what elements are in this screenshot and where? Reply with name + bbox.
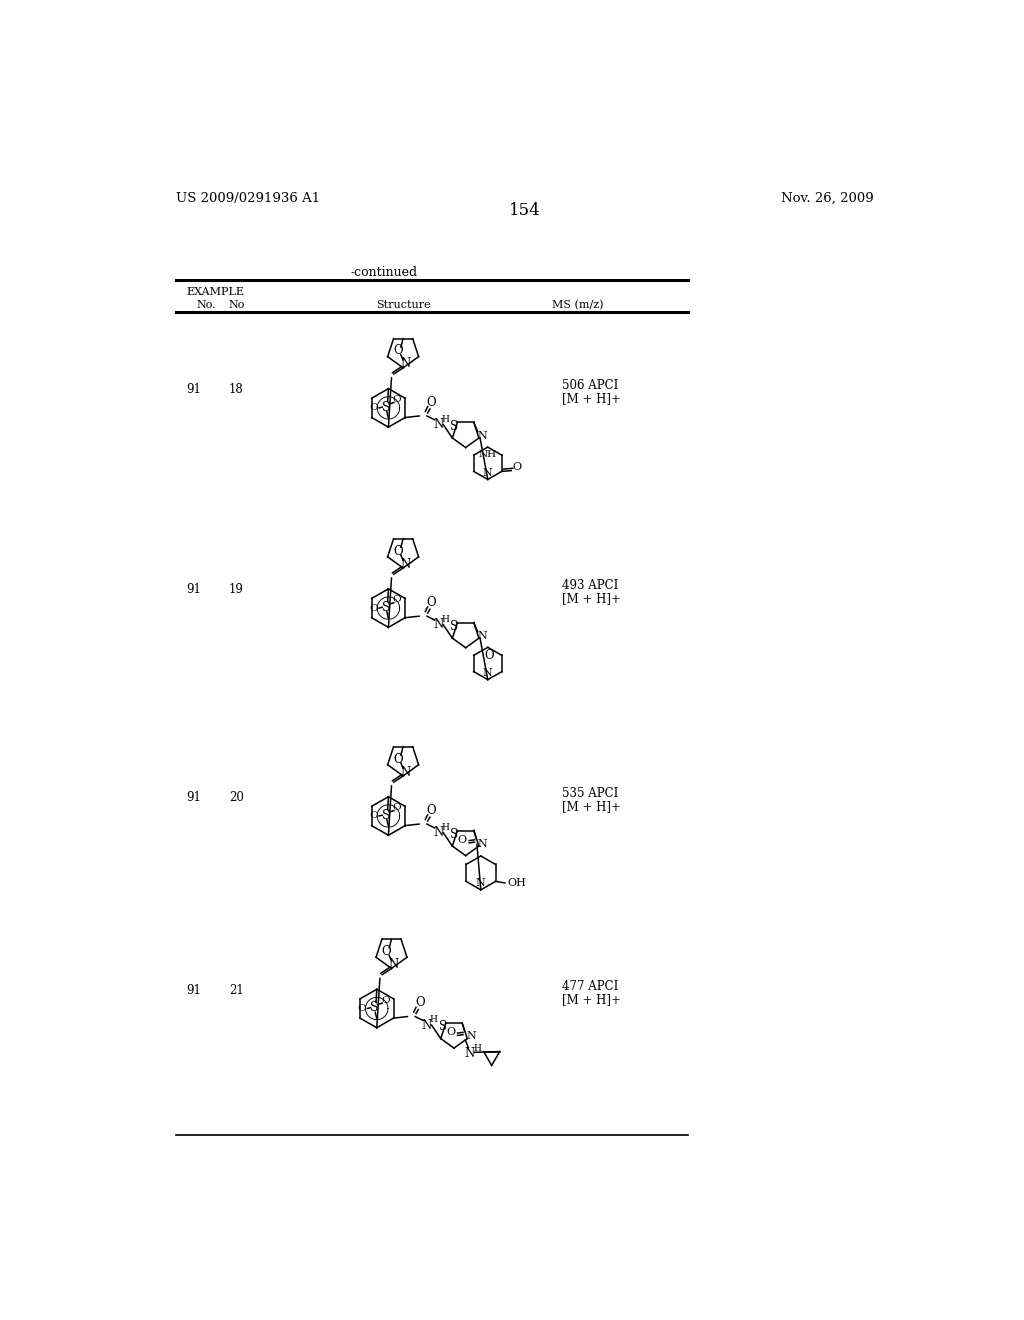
Text: No.: No.: [197, 300, 216, 310]
Text: Structure: Structure: [376, 300, 430, 310]
Text: O: O: [370, 404, 378, 412]
Text: S: S: [451, 828, 459, 841]
Text: O: O: [370, 603, 378, 612]
Text: N: N: [400, 358, 411, 371]
Text: N: N: [433, 826, 443, 840]
Text: O: O: [393, 752, 402, 766]
Text: 91: 91: [186, 583, 201, 597]
Text: S: S: [438, 1020, 446, 1034]
Text: N: N: [400, 557, 411, 570]
Text: Nov. 26, 2009: Nov. 26, 2009: [781, 191, 873, 205]
Text: O: O: [427, 595, 436, 609]
Text: N: N: [483, 668, 493, 677]
Text: S: S: [382, 809, 390, 822]
Text: 19: 19: [228, 583, 244, 597]
Text: -continued: -continued: [350, 265, 418, 279]
Text: 493 APCI: 493 APCI: [562, 579, 618, 593]
Text: N: N: [478, 430, 487, 441]
Text: [M + H]+: [M + H]+: [562, 593, 621, 606]
Text: O: O: [427, 804, 436, 817]
Text: 535 APCI: 535 APCI: [562, 787, 618, 800]
Text: N: N: [466, 1031, 476, 1041]
Text: O: O: [484, 648, 495, 661]
Text: O: O: [393, 545, 402, 557]
Text: MS (m/z): MS (m/z): [552, 300, 603, 310]
Text: H: H: [473, 1044, 481, 1053]
Text: S: S: [371, 1001, 379, 1014]
Text: O: O: [392, 595, 401, 605]
Text: N: N: [433, 618, 443, 631]
Text: 18: 18: [228, 383, 244, 396]
Text: 91: 91: [186, 983, 201, 997]
Text: US 2009/0291936 A1: US 2009/0291936 A1: [176, 191, 321, 205]
Text: O: O: [381, 995, 389, 1005]
Text: H: H: [441, 414, 450, 424]
Text: H: H: [441, 615, 450, 624]
Text: 21: 21: [228, 983, 244, 997]
Text: No: No: [228, 300, 245, 310]
Text: 91: 91: [186, 383, 201, 396]
Text: [M + H]+: [M + H]+: [562, 392, 621, 405]
Text: OH: OH: [507, 878, 526, 888]
Text: O: O: [458, 834, 467, 845]
Text: O: O: [427, 396, 436, 409]
Text: O: O: [393, 345, 402, 358]
Text: N: N: [433, 418, 443, 430]
Text: S: S: [451, 420, 459, 433]
Text: NH: NH: [478, 450, 497, 459]
Text: N: N: [476, 878, 485, 888]
Text: O: O: [392, 395, 401, 404]
Text: S: S: [382, 601, 390, 614]
Text: N: N: [478, 838, 487, 849]
Text: O: O: [370, 812, 378, 821]
Text: O: O: [381, 945, 391, 958]
Text: 20: 20: [228, 791, 244, 804]
Text: N: N: [465, 1047, 475, 1060]
Text: EXAMPLE: EXAMPLE: [187, 288, 245, 297]
Text: N: N: [422, 1019, 432, 1031]
Text: 91: 91: [186, 791, 201, 804]
Text: N: N: [400, 766, 411, 779]
Text: [M + H]+: [M + H]+: [562, 993, 621, 1006]
Text: S: S: [382, 400, 390, 413]
Text: N: N: [483, 469, 493, 478]
Text: O: O: [357, 1005, 367, 1012]
Text: [M + H]+: [M + H]+: [562, 800, 621, 813]
Text: 477 APCI: 477 APCI: [562, 979, 618, 993]
Text: O: O: [415, 997, 425, 1010]
Text: S: S: [451, 620, 459, 634]
Text: O: O: [392, 803, 401, 812]
Text: H: H: [430, 1015, 438, 1024]
Text: N: N: [389, 958, 399, 972]
Text: H: H: [441, 822, 450, 832]
Text: N: N: [478, 631, 487, 640]
Text: 154: 154: [509, 202, 541, 219]
Text: O: O: [446, 1027, 455, 1038]
Text: O: O: [513, 462, 522, 471]
Text: 506 APCI: 506 APCI: [562, 379, 618, 392]
